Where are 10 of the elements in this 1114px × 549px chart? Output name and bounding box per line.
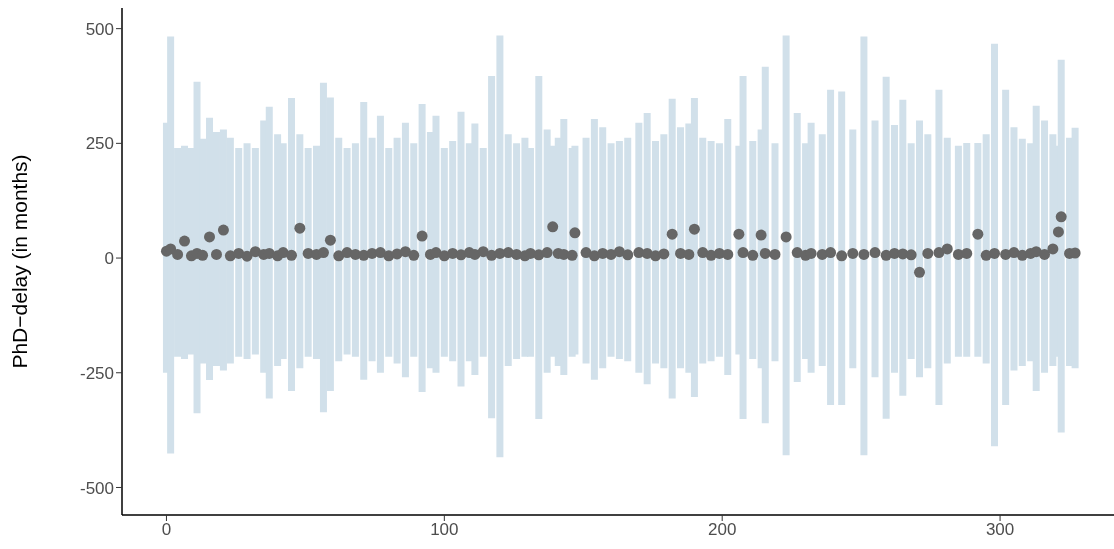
y-tick-label: 0 — [104, 249, 114, 269]
x-tick-label: 100 — [430, 520, 459, 540]
x-tick-label: 0 — [161, 520, 172, 540]
y-axis-title: PhD−delay (in months) — [8, 154, 32, 369]
y-tick-label: 500 — [85, 19, 114, 39]
y-tick-label: -500 — [79, 478, 114, 498]
y-tick-label: -250 — [79, 363, 114, 383]
x-tick-label: 200 — [708, 520, 737, 540]
y-tick-label: 250 — [85, 134, 114, 154]
x-tick-label: 300 — [985, 520, 1015, 540]
